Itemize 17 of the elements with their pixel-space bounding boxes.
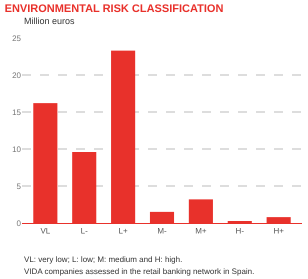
y-tick-label: 20 [12, 70, 22, 80]
x-tick-label: H+ [273, 226, 284, 236]
y-tick-label: 0 [16, 218, 22, 228]
y-tick-label: 5 [16, 182, 22, 191]
x-tick-label: H- [236, 226, 244, 236]
x-tick-label: M+ [195, 226, 207, 236]
text: VL: very low; L: low; M: medium and H: high. [24, 255, 182, 264]
x-tick-label: L- [80, 226, 88, 236]
x-tick-label: VL [40, 226, 51, 236]
y-tick-label: 15 [12, 108, 22, 117]
chart-title: ENVIRONMENTAL RISK CLASSIFICATION [4, 2, 224, 15]
x-tick-label: M- [157, 226, 167, 236]
x-tick-label: L+ [118, 226, 128, 236]
text: VIDA companies assessed in the retail banking network in Spain. [24, 267, 254, 276]
y-tick-label: 10 [12, 144, 22, 154]
chart-subtitle: Million euros [24, 16, 76, 26]
y-tick-label: 25 [12, 34, 22, 43]
